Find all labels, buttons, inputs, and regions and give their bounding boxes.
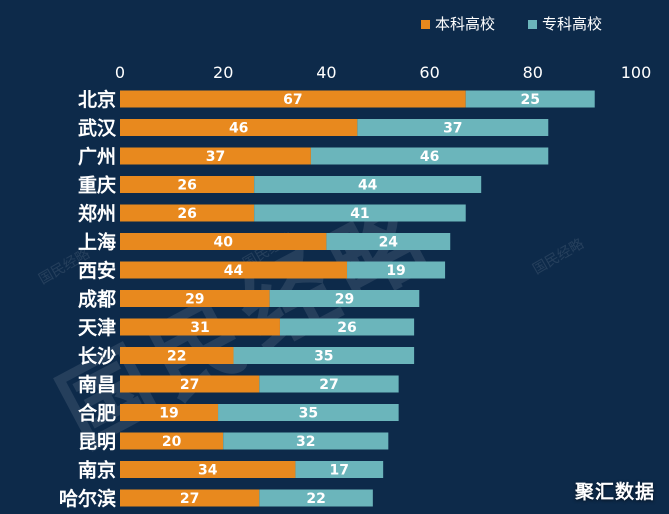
bar-segment-vocational <box>259 489 373 507</box>
data-label: 46 <box>420 149 439 165</box>
category-label: 成都 <box>78 288 116 311</box>
data-label: 20 <box>162 434 182 450</box>
category-label: 合肥 <box>78 402 116 425</box>
bar-segment-vocational <box>259 375 399 393</box>
bar-segment-undergraduate <box>120 204 255 222</box>
bar-segment-vocational <box>269 290 420 307</box>
bar-segment-undergraduate <box>120 176 255 193</box>
category-label: 武汉 <box>78 118 117 140</box>
x-tick-label: 100 <box>621 63 652 82</box>
bar-segment-undergraduate <box>120 90 466 108</box>
data-label: 27 <box>319 377 338 393</box>
bar-segment-vocational <box>347 261 446 279</box>
data-label: 46 <box>229 121 248 137</box>
category-label: 天津 <box>78 316 116 339</box>
x-tick-label: 40 <box>316 63 336 82</box>
bar-segment-vocational <box>254 176 482 193</box>
bar-segment-undergraduate <box>120 147 311 165</box>
data-label: 37 <box>443 121 462 137</box>
data-label: 34 <box>198 463 218 479</box>
data-label: 35 <box>314 349 333 365</box>
bar-segment-vocational <box>326 233 451 250</box>
bar-segment-vocational <box>254 204 466 222</box>
bar-segment-undergraduate <box>120 233 327 250</box>
category-label: 长沙 <box>78 346 116 368</box>
bar-segment-undergraduate <box>120 461 296 478</box>
data-label: 67 <box>283 92 302 108</box>
category-label: 昆明 <box>78 431 116 453</box>
data-label: 27 <box>180 491 199 507</box>
bar-segment-vocational <box>295 461 384 478</box>
bar-segment-vocational <box>279 318 415 336</box>
bar-segment-undergraduate <box>120 404 219 421</box>
data-label: 26 <box>177 206 196 222</box>
bar-segment-vocational <box>357 119 549 136</box>
category-label: 重庆 <box>78 174 116 197</box>
bar-segment-undergraduate <box>120 375 260 393</box>
x-tick-label: 60 <box>419 63 439 82</box>
data-label: 24 <box>379 235 399 251</box>
category-label: 北京 <box>78 88 116 111</box>
data-label: 22 <box>306 491 325 507</box>
category-label: 上海 <box>78 231 116 254</box>
category-label: 哈尔滨 <box>59 487 116 510</box>
bar-segment-undergraduate <box>120 432 224 450</box>
legend-label: 本科高校 <box>435 15 495 33</box>
category-label: 南京 <box>78 459 116 482</box>
bar-segment-vocational <box>233 347 415 364</box>
category-label: 郑州 <box>78 203 116 225</box>
data-label: 22 <box>167 349 186 365</box>
data-label: 17 <box>330 463 349 479</box>
bar-segment-undergraduate <box>120 261 348 279</box>
data-label: 29 <box>185 292 204 308</box>
data-label: 32 <box>296 434 315 450</box>
legend-label: 专科高校 <box>542 15 602 33</box>
data-label: 25 <box>520 92 539 108</box>
bar-segment-undergraduate <box>120 318 280 336</box>
data-label: 27 <box>180 377 199 393</box>
category-label: 南昌 <box>78 374 116 396</box>
category-label: 西安 <box>78 259 116 282</box>
data-label: 40 <box>213 235 233 251</box>
data-label: 37 <box>206 149 225 165</box>
data-label: 19 <box>159 406 178 422</box>
bar-segment-undergraduate <box>120 290 270 307</box>
bar-segment-vocational <box>310 147 549 165</box>
bar-segment-undergraduate <box>120 347 234 364</box>
data-label: 44 <box>358 178 378 194</box>
bar-segment-vocational <box>465 90 595 108</box>
x-tick-label: 80 <box>523 63 543 82</box>
bar-segment-undergraduate <box>120 489 260 507</box>
brand-label: 聚汇数据 <box>574 481 655 503</box>
data-label: 26 <box>177 178 196 194</box>
legend-swatch <box>528 20 537 29</box>
data-label: 41 <box>350 206 369 222</box>
legend-swatch <box>421 20 430 29</box>
bar-segment-vocational <box>218 404 399 421</box>
data-label: 44 <box>224 263 244 279</box>
x-tick-label: 20 <box>213 63 233 82</box>
data-label: 31 <box>190 320 209 336</box>
category-label: 广州 <box>78 145 116 168</box>
data-label: 35 <box>299 406 318 422</box>
bar-segment-vocational <box>223 432 389 450</box>
data-label: 29 <box>335 292 354 308</box>
data-label: 26 <box>337 320 356 336</box>
data-label: 19 <box>386 263 405 279</box>
bar-segment-undergraduate <box>120 119 358 136</box>
x-tick-label: 0 <box>115 63 125 82</box>
